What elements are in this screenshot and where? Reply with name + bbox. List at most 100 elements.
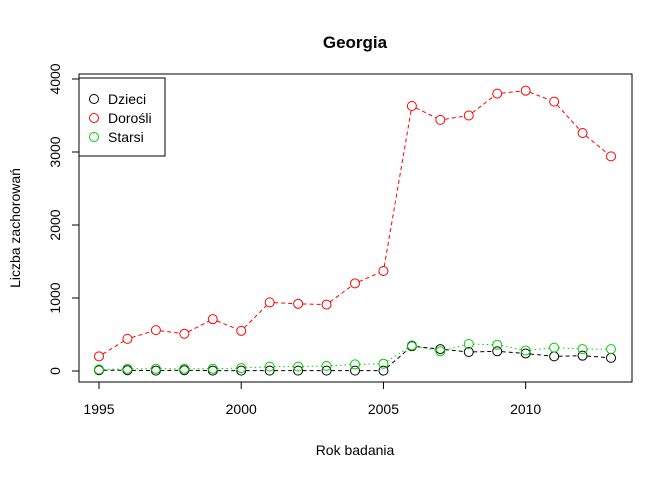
y-tick-label: 0: [47, 367, 63, 375]
data-point: [94, 364, 104, 375]
legend-box: [78, 77, 166, 157]
x-tick-label: 2000: [226, 401, 257, 417]
x-tick-label: 1995: [83, 401, 114, 417]
series-line-segment: [416, 346, 436, 350]
data-point: [378, 365, 389, 376]
data-point: [378, 265, 389, 276]
legend-label: Dzieci: [108, 91, 146, 107]
data-point: [150, 325, 161, 336]
series-line-segment: [383, 110, 412, 267]
series-line-segment: [386, 348, 409, 369]
data-point: [435, 114, 446, 125]
data-point: [549, 351, 560, 362]
series-dzieci: [94, 341, 616, 376]
data-point: [321, 360, 332, 371]
series-line-segment: [416, 345, 437, 351]
data-point: [236, 325, 247, 336]
data-point: [492, 346, 503, 357]
data-point: [577, 344, 588, 355]
data-point: [94, 351, 104, 362]
series-line-segment: [444, 349, 465, 353]
data-point: [321, 365, 332, 376]
series-line-segment: [530, 353, 550, 357]
data-point: [606, 151, 616, 162]
x-tick-label: 2005: [368, 401, 399, 417]
data-point: [321, 299, 332, 310]
series-line-segment: [245, 366, 266, 369]
data-point: [179, 328, 190, 339]
series-line-segment: [331, 364, 351, 367]
data-point: [350, 278, 360, 289]
series-dorośli: [94, 85, 616, 362]
series-line-segment: [501, 90, 522, 94]
series-line-segment: [587, 355, 607, 359]
series-line-segment: [501, 351, 522, 354]
series-line-segment: [216, 320, 238, 330]
data-point: [577, 128, 588, 139]
series-line-segment: [386, 347, 409, 362]
series-line-segment: [102, 340, 124, 355]
series-line-segment: [556, 104, 580, 131]
series-line-segment: [444, 115, 465, 120]
data-point: [492, 88, 503, 99]
data-point: [179, 363, 190, 374]
data-point: [350, 365, 360, 376]
legend-label: Dorośli: [108, 110, 152, 126]
series-line-segment: [415, 107, 437, 119]
data-point: [264, 361, 275, 372]
series-line-segment: [188, 320, 210, 333]
data-point: [264, 297, 275, 308]
series-line-segment: [529, 91, 551, 101]
data-point: [150, 363, 161, 374]
legend-label: Starsi: [108, 129, 144, 145]
data-point: [207, 314, 218, 325]
data-point: [406, 101, 417, 112]
series-line-segment: [472, 95, 494, 114]
data-point: [549, 96, 560, 107]
data-point: [606, 344, 616, 355]
data-point: [236, 363, 247, 374]
x-axis: 1995 2000 2005 2010: [83, 381, 541, 417]
y-tick-label: 3000: [47, 136, 63, 167]
data-point: [549, 342, 560, 353]
data-point: [122, 363, 133, 374]
series-group: [94, 85, 616, 376]
data-point: [520, 348, 531, 359]
data-point: [264, 365, 275, 376]
data-point: [378, 358, 389, 369]
legend-marker: [89, 94, 99, 104]
data-point: [350, 359, 360, 370]
data-point: [207, 363, 218, 374]
y-axis: 0 1000 2000 3000 4000: [47, 63, 80, 375]
chart-title: Georgia: [323, 33, 388, 52]
series-line-segment: [160, 330, 180, 334]
y-tick-label: 1000: [47, 282, 63, 313]
y-axis-label: Liczba zachorowań: [7, 168, 23, 288]
x-tick-label: 2010: [510, 401, 541, 417]
data-point: [492, 339, 503, 350]
series-line-segment: [530, 347, 550, 351]
series-line-segment: [244, 305, 267, 329]
series-starsi: [94, 338, 616, 375]
data-point: [293, 298, 304, 309]
x-axis-label: Rok badania: [316, 442, 395, 458]
legend-marker: [89, 113, 99, 123]
y-tick-label: 2000: [47, 209, 63, 240]
series-line-segment: [329, 285, 352, 303]
data-point: [122, 333, 133, 344]
series-line-segment: [274, 302, 294, 305]
legend-marker: [89, 132, 99, 142]
series-line-segment: [585, 135, 608, 154]
data-point: [463, 347, 474, 358]
data-point: [520, 345, 531, 356]
data-point: [293, 361, 304, 372]
data-point: [606, 352, 616, 363]
data-point: [236, 365, 247, 376]
data-point: [463, 338, 474, 349]
data-point: [406, 340, 417, 351]
series-line-segment: [444, 344, 465, 351]
data-point: [435, 346, 446, 357]
data-point: [463, 110, 474, 121]
data-point: [520, 85, 531, 96]
